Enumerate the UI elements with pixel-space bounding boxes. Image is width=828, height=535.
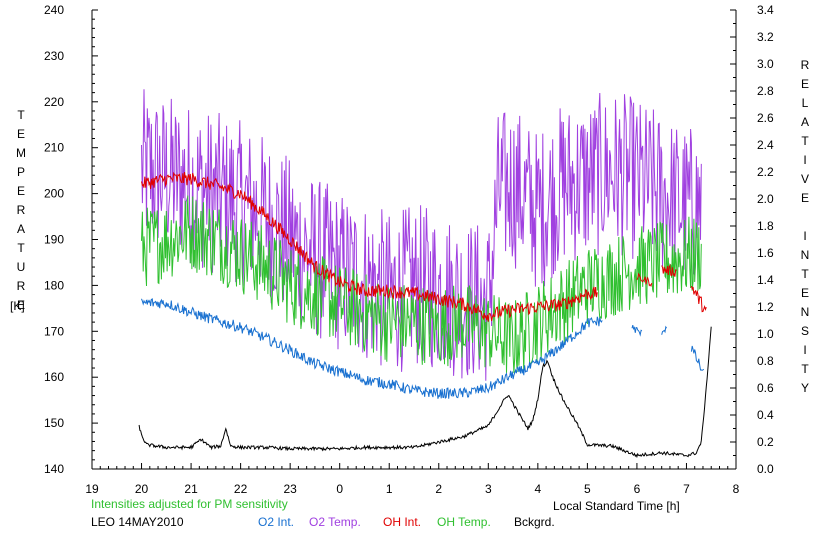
right-tick-label: 2.6 bbox=[757, 111, 774, 125]
left-tick-label: 210 bbox=[44, 141, 64, 155]
right-tick-label: 1.0 bbox=[757, 327, 774, 341]
left-axis-unit: [K] bbox=[10, 299, 25, 313]
series-line-o2-int bbox=[661, 325, 668, 335]
right-tick-label: 1.4 bbox=[757, 273, 774, 287]
pm-sensitivity-note: Intensities adjusted for PM sensitivity bbox=[91, 497, 288, 511]
axis-title-letter: I bbox=[803, 229, 807, 243]
series-line-oh-int bbox=[141, 171, 598, 322]
series-line-oh-int bbox=[690, 285, 707, 313]
legend-oh-int: OH Int. bbox=[383, 515, 422, 529]
x-tick-label: 0 bbox=[336, 482, 343, 496]
series-line-o2-int bbox=[690, 345, 705, 371]
x-axis-title: Local Standard Time [h] bbox=[553, 499, 680, 513]
axis-title-letter: T bbox=[801, 362, 809, 376]
axis-title-letter: N bbox=[800, 305, 810, 319]
axis-title-letter: E bbox=[16, 298, 25, 312]
series-line-bckgrd bbox=[138, 326, 712, 459]
right-tick-label: 3.2 bbox=[757, 30, 774, 44]
x-tick-label: 19 bbox=[85, 482, 99, 496]
x-tick-label: 21 bbox=[184, 482, 198, 496]
left-tick-label: 180 bbox=[44, 278, 64, 292]
right-tick-label: 1.2 bbox=[757, 300, 774, 314]
axis-title-letter: I bbox=[803, 153, 807, 167]
x-tick-label: 22 bbox=[234, 482, 248, 496]
x-tick-label: 3 bbox=[485, 482, 492, 496]
right-tick-label: 2.0 bbox=[757, 192, 774, 206]
right-tick-label: 2.4 bbox=[757, 138, 774, 152]
legend-bckgrd: Bckgrd. bbox=[514, 515, 555, 529]
right-tick-label: 2.2 bbox=[757, 165, 774, 179]
x-tick-label: 5 bbox=[584, 482, 591, 496]
axis-title-letter: P bbox=[16, 165, 25, 179]
right-tick-label: 0.8 bbox=[757, 354, 774, 368]
station-date-label: LEO 14MAY2010 bbox=[91, 515, 184, 529]
right-tick-label: 2.8 bbox=[757, 84, 774, 98]
axis-title-letter: T bbox=[801, 134, 809, 148]
right-tick-label: 3.4 bbox=[757, 3, 774, 17]
axis-title-letter: U bbox=[16, 260, 26, 274]
right-tick-label: 1.6 bbox=[757, 246, 774, 260]
left-tick-label: 230 bbox=[44, 49, 64, 63]
x-tick-label: 8 bbox=[733, 482, 740, 496]
axis-title-letter: T bbox=[801, 267, 809, 281]
right-tick-label: 0.0 bbox=[757, 462, 774, 476]
left-tick-label: 190 bbox=[44, 233, 64, 247]
right-tick-label: 0.6 bbox=[757, 381, 774, 395]
legend-o2-int: O2 Int. bbox=[258, 515, 295, 529]
left-tick-label: 200 bbox=[44, 187, 64, 201]
axis-title-letter: E bbox=[800, 286, 809, 300]
axis-title-letter: I bbox=[803, 343, 807, 357]
left-tick-label: 240 bbox=[44, 3, 64, 17]
left-tick-label: 140 bbox=[44, 462, 64, 476]
series-line-o2-int bbox=[631, 324, 643, 337]
axis-title-letter: M bbox=[16, 146, 26, 160]
axis-title-letter: N bbox=[800, 248, 810, 262]
axis-title-letter: L bbox=[801, 96, 809, 110]
axis-title-letter: E bbox=[800, 191, 809, 205]
right-tick-label: 0.2 bbox=[757, 435, 774, 449]
axis-title-letter bbox=[798, 208, 812, 227]
x-tick-label: 6 bbox=[634, 482, 641, 496]
left-tick-label: 170 bbox=[44, 324, 64, 338]
axis-title-letter: S bbox=[800, 324, 809, 338]
left-tick-label: 220 bbox=[44, 95, 64, 109]
x-tick-label: 4 bbox=[535, 482, 542, 496]
series-line-oh-int bbox=[636, 272, 653, 288]
left-tick-label: 150 bbox=[44, 416, 64, 430]
right-tick-label: 0.4 bbox=[757, 408, 774, 422]
legend-o2-temp: O2 Temp. bbox=[309, 515, 361, 529]
axis-title-letter: R bbox=[16, 279, 26, 293]
series-line-o2-temp bbox=[141, 89, 702, 381]
axis-title-letter: T bbox=[17, 241, 25, 255]
x-tick-label: 2 bbox=[435, 482, 442, 496]
right-tick-label: 1.8 bbox=[757, 219, 774, 233]
axis-title-letter: E bbox=[16, 127, 25, 141]
series-line-o2-int bbox=[141, 298, 603, 399]
series-line-oh-temp bbox=[141, 195, 702, 374]
axis-title-letter: Y bbox=[800, 381, 809, 395]
x-tick-label: 20 bbox=[135, 482, 149, 496]
series-layer bbox=[138, 89, 712, 459]
x-tick-label: 1 bbox=[386, 482, 393, 496]
axes-layer: 1401501601701801902002102202302400.00.20… bbox=[44, 3, 774, 496]
axis-title-letter: R bbox=[16, 203, 26, 217]
x-tick-label: 7 bbox=[683, 482, 690, 496]
left-tick-label: 160 bbox=[44, 370, 64, 384]
axis-title-letter: A bbox=[800, 115, 809, 129]
axis-title-letter: E bbox=[16, 184, 25, 198]
axis-title-letter: T bbox=[17, 108, 25, 122]
axis-title-letter: A bbox=[16, 222, 25, 236]
right-tick-label: 3.0 bbox=[757, 57, 774, 71]
x-tick-label: 23 bbox=[283, 482, 297, 496]
axis-title-letter: V bbox=[800, 172, 809, 186]
legend-oh-temp: OH Temp. bbox=[437, 515, 491, 529]
axis-title-letter: R bbox=[800, 58, 810, 72]
series-line-oh-int bbox=[661, 263, 677, 277]
axis-title-letter: E bbox=[800, 77, 809, 91]
